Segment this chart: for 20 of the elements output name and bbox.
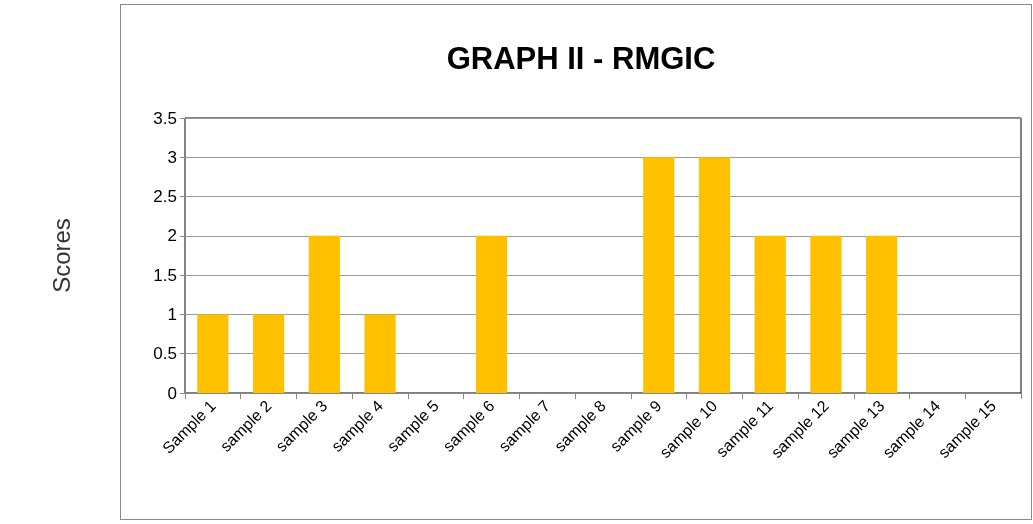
bar bbox=[252, 314, 285, 393]
y-tick-label: 3 bbox=[167, 147, 177, 167]
bar bbox=[754, 235, 786, 393]
y-tick-label: 1 bbox=[167, 304, 177, 324]
y-tick-label: 0 bbox=[167, 383, 177, 403]
y-tick-label: 3.5 bbox=[153, 108, 177, 128]
bar bbox=[810, 235, 842, 393]
bar bbox=[643, 157, 675, 393]
bar bbox=[698, 157, 731, 393]
bar bbox=[308, 235, 340, 393]
y-tick-label: 0.5 bbox=[153, 344, 177, 364]
bar bbox=[364, 314, 396, 393]
bar bbox=[866, 235, 898, 393]
y-tick-label: 2 bbox=[167, 226, 177, 246]
y-tick-label: 2.5 bbox=[153, 187, 177, 207]
bar bbox=[475, 235, 508, 393]
chart-title: GRAPH II - RMGIC bbox=[446, 41, 716, 76]
y-tick-label: 1.5 bbox=[153, 265, 177, 285]
y-axis-title: Scores bbox=[47, 218, 75, 293]
bar bbox=[197, 314, 229, 393]
